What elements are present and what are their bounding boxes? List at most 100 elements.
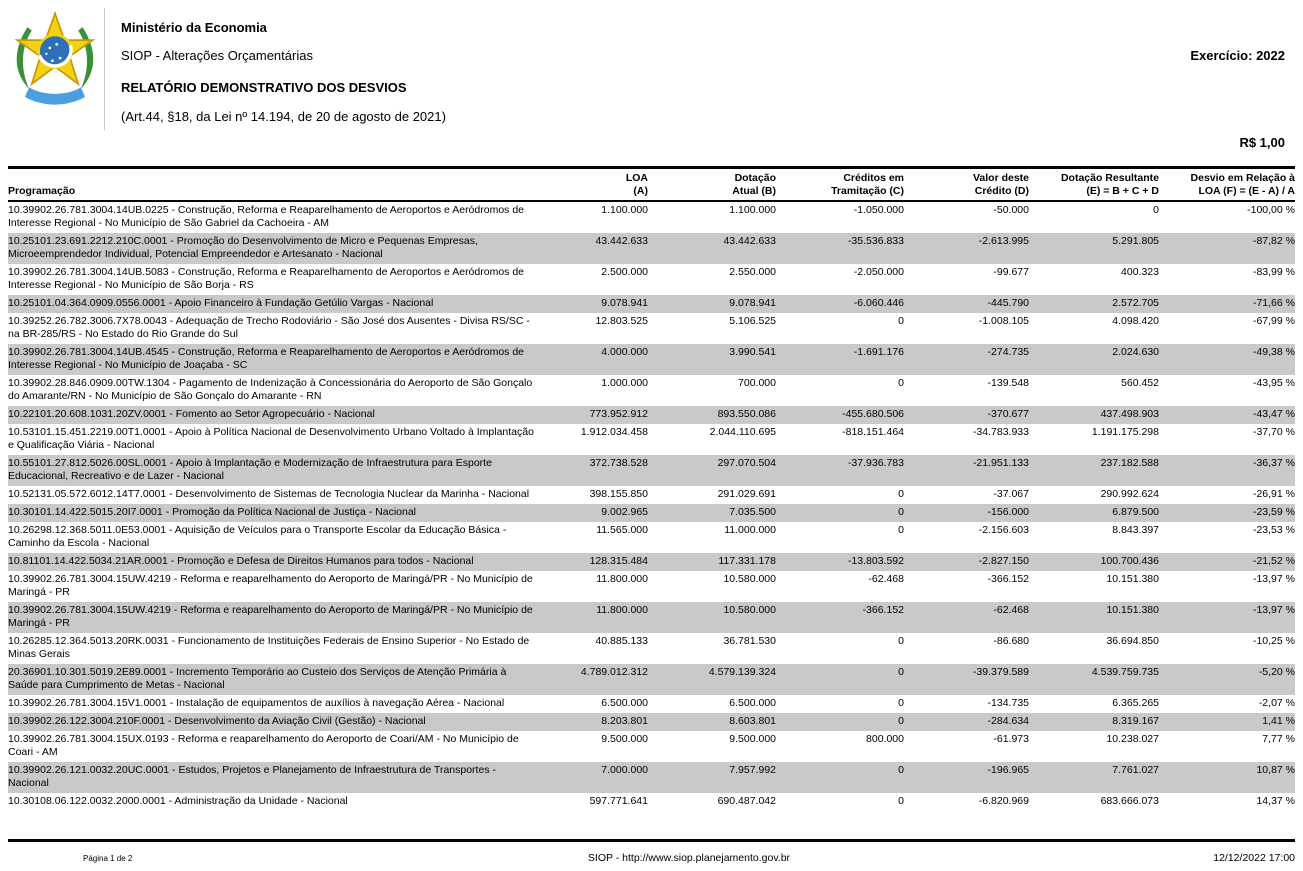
table-body: 10.39902.26.781.3004.14UB.0225 - Constru… [8, 201, 1295, 811]
valor_credito-cell: -39.379.589 [972, 666, 1029, 678]
programacao-cell: 10.26285.12.364.5013.20RK.0031 - Funcion… [8, 635, 530, 660]
table-row: 10.39902.26.781.3004.15UX.0193 - Reforma… [8, 731, 1295, 762]
exercise-label: Exercício: 2022 [1190, 48, 1285, 63]
dotacao_resultante-cell: 237.182.588 [1100, 457, 1159, 469]
creditos_tramitacao-cell: 0 [898, 488, 904, 500]
desvio-cell: -43,47 % [1252, 408, 1295, 420]
table-row: 10.55101.27.812.5026.00SL.0001 - Apoio à… [8, 455, 1295, 486]
table-row: 10.25101.23.691.2212.210C.0001 - Promoçã… [8, 233, 1295, 264]
loa-cell: 1.912.034.458 [580, 426, 648, 438]
dotacao_resultante-cell: 10.151.380 [1106, 604, 1159, 616]
desvio-cell: -23,53 % [1252, 524, 1295, 536]
dotacao_resultante-cell: 8.843.397 [1112, 524, 1159, 536]
programacao-cell: 10.25101.04.364.0909.0556.0001 - Apoio F… [8, 297, 434, 309]
programacao-cell: 10.39902.26.121.0032.20UC.0001 - Estudos… [8, 764, 496, 789]
dotacao_resultante-cell: 560.452 [1121, 377, 1159, 389]
creditos_tramitacao-cell: -37.936.783 [847, 457, 904, 469]
programacao-cell: 10.53101.15.451.2219.00T1.0001 - Apoio à… [8, 426, 534, 451]
creditos_tramitacao-cell: -62.468 [868, 573, 904, 585]
desvio-cell: -21,52 % [1252, 555, 1295, 567]
table-row: 10.39902.28.846.0909.00TW.1304 - Pagamen… [8, 375, 1295, 406]
dotacao_atual-cell: 5.106.525 [729, 315, 776, 327]
programacao-cell: 10.39902.28.846.0909.00TW.1304 - Pagamen… [8, 377, 533, 402]
valor_credito-cell: -134.735 [987, 697, 1029, 709]
programacao-cell: 10.39902.26.781.3004.15V1.0001 - Instala… [8, 697, 505, 709]
desvio-cell: -13,97 % [1252, 573, 1295, 585]
loa-cell: 398.155.850 [589, 488, 648, 500]
valor_credito-cell: -61.973 [993, 733, 1029, 745]
loa-cell: 9.500.000 [601, 733, 648, 745]
dotacao_atual-cell: 2.550.000 [729, 266, 776, 278]
creditos_tramitacao-cell: -35.536.833 [847, 235, 904, 247]
creditos_tramitacao-cell: 0 [898, 506, 904, 518]
programacao-cell: 10.39252.26.782.3006.7X78.0043 - Adequaç… [8, 315, 530, 340]
valor_credito-cell: -370.677 [987, 408, 1029, 420]
programacao-cell: 10.39902.26.781.3004.15UW.4219 - Reforma… [8, 604, 533, 629]
programacao-cell: 20.36901.10.301.5019.2E89.0001 - Increme… [8, 666, 507, 691]
header-text-block: Ministério da Economia SIOP - Alterações… [104, 8, 1285, 130]
generation-timestamp: 12/12/2022 17:00 [1213, 852, 1295, 864]
table-row: 10.39902.26.781.3004.15UW.4219 - Reforma… [8, 571, 1295, 602]
valor_credito-cell: -2.827.150 [978, 555, 1029, 567]
table-row: 10.81101.14.422.5034.21AR.0001 - Promoçã… [8, 553, 1295, 571]
dotacao_resultante-cell: 2.024.630 [1112, 346, 1159, 358]
valor_credito-cell: -37.067 [993, 488, 1029, 500]
column-header: Dotação Atual (B) [732, 172, 776, 197]
creditos_tramitacao-cell: 0 [898, 666, 904, 678]
desvio-cell: -13,97 % [1252, 604, 1295, 616]
table-row: 10.25101.04.364.0909.0556.0001 - Apoio F… [8, 295, 1295, 313]
dotacao_resultante-cell: 4.098.420 [1112, 315, 1159, 327]
table-row: 10.39902.26.121.0032.20UC.0001 - Estudos… [8, 762, 1295, 793]
valor_credito-cell: -139.548 [987, 377, 1029, 389]
valor_credito-cell: -445.790 [987, 297, 1029, 309]
valor_credito-cell: -99.677 [993, 266, 1029, 278]
table-row: 10.30101.14.422.5015.20I7.0001 - Promoçã… [8, 504, 1295, 522]
loa-cell: 11.800.000 [596, 573, 648, 585]
loa-cell: 6.500.000 [601, 697, 648, 709]
footer-row: Página 1 de 2 SIOP - http://www.siop.pla… [8, 842, 1295, 864]
dotacao_atual-cell: 690.487.042 [717, 795, 776, 807]
source-url: SIOP - http://www.siop.planejamento.gov.… [587, 852, 791, 864]
valor_credito-cell: -274.735 [987, 346, 1029, 358]
programacao-cell: 10.39902.26.781.3004.15UX.0193 - Reforma… [8, 733, 519, 758]
desvio-cell: -2,07 % [1258, 697, 1295, 709]
programacao-cell: 10.30108.06.122.0032.2000.0001 - Adminis… [8, 795, 348, 807]
loa-cell: 4.000.000 [601, 346, 648, 358]
dotacao_resultante-cell: 36.694.850 [1106, 635, 1159, 647]
creditos_tramitacao-cell: 0 [898, 524, 904, 536]
currency-unit-label: R$ 1,00 [1239, 135, 1285, 150]
dotacao_atual-cell: 7.035.500 [729, 506, 776, 518]
desvio-cell: -83,99 % [1252, 266, 1295, 278]
dotacao_atual-cell: 700.000 [738, 377, 776, 389]
dotacao_atual-cell: 43.442.633 [723, 235, 776, 247]
creditos_tramitacao-cell: 0 [898, 315, 904, 327]
programacao-cell: 10.55101.27.812.5026.00SL.0001 - Apoio à… [8, 457, 492, 482]
desvio-cell: -10,25 % [1252, 635, 1295, 647]
desvio-cell: -37,70 % [1252, 426, 1295, 438]
dotacao_atual-cell: 4.579.139.324 [708, 666, 776, 678]
programacao-cell: 10.39902.26.781.3004.14UB.4545 - Constru… [8, 346, 525, 371]
programacao-cell: 10.52131.05.572.6012.14T7.0001 - Desenvo… [8, 488, 530, 500]
valor_credito-cell: -366.152 [987, 573, 1029, 585]
creditos_tramitacao-cell: 0 [898, 697, 904, 709]
dotacao_atual-cell: 9.078.941 [729, 297, 776, 309]
table-row: 10.39902.26.781.3004.15V1.0001 - Instala… [8, 695, 1295, 713]
dotacao_resultante-cell: 1.191.175.298 [1091, 426, 1159, 438]
table-row: 10.39902.26.122.3004.210F.0001 - Desenvo… [8, 713, 1295, 731]
valor_credito-cell: -196.965 [987, 764, 1029, 776]
desvio-cell: -26,91 % [1252, 488, 1295, 500]
loa-cell: 4.789.012.312 [580, 666, 648, 678]
valor_credito-cell: -6.820.969 [978, 795, 1029, 807]
dotacao_atual-cell: 11.000.000 [724, 524, 776, 536]
loa-cell: 9.002.965 [601, 506, 648, 518]
creditos_tramitacao-cell: -818.151.464 [842, 426, 904, 438]
valor_credito-cell: -156.000 [987, 506, 1029, 518]
report-title: RELATÓRIO DEMONSTRATIVO DOS DESVIOS [121, 80, 407, 95]
desvio-cell: -43,95 % [1252, 377, 1295, 389]
valor_credito-cell: -62.468 [993, 604, 1029, 616]
table-row: 10.22101.20.608.1031.20ZV.0001 - Fomento… [8, 406, 1295, 424]
creditos_tramitacao-cell: -6.060.446 [853, 297, 904, 309]
loa-cell: 1.100.000 [601, 204, 648, 216]
creditos_tramitacao-cell: 800.000 [866, 733, 904, 745]
table-header-row: Programação LOA (A) Dotação Atual (B) Crédi… [8, 167, 1295, 201]
